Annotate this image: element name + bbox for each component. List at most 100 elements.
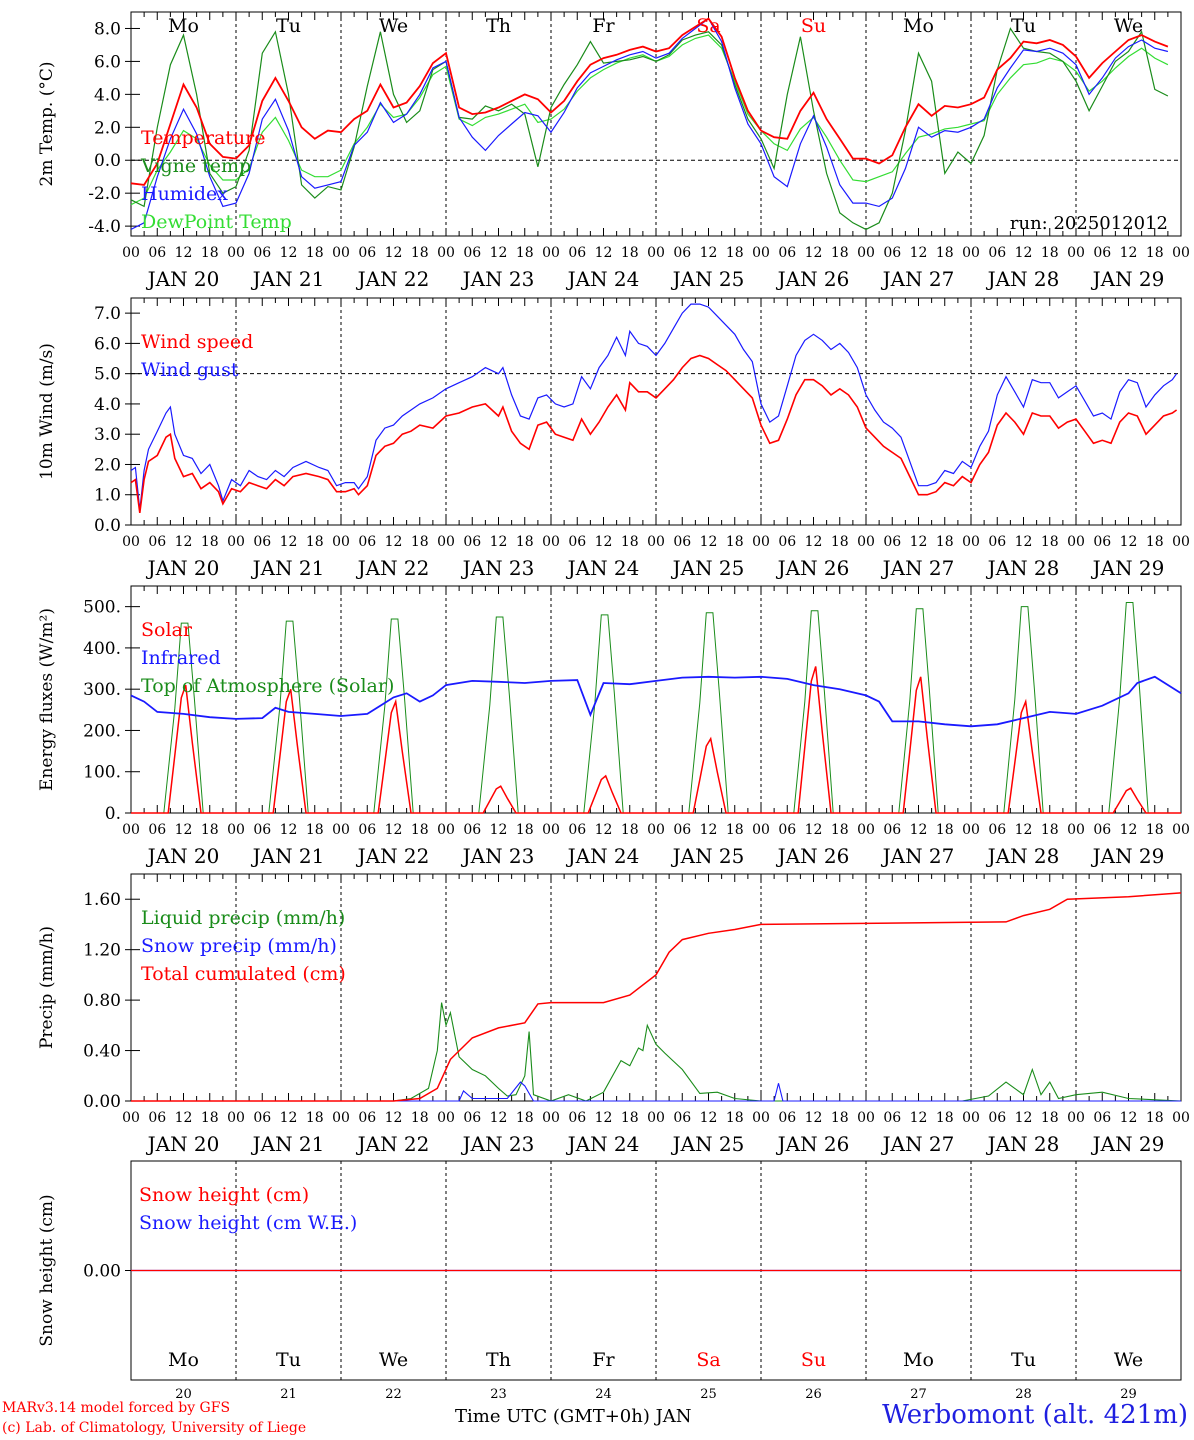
date-label: JAN 27	[881, 1132, 955, 1156]
hour-label: 06	[568, 245, 586, 261]
hour-label: 18	[201, 245, 219, 261]
x-axis-title: Time UTC (GMT+0h) JAN	[455, 1406, 692, 1427]
y-tick-label: 8.0	[94, 19, 121, 39]
date-label: JAN 24	[566, 556, 640, 580]
hour-label: 12	[910, 1110, 928, 1126]
day-number: 22	[385, 1387, 402, 1400]
hour-label: 00	[1172, 245, 1190, 261]
hour-label: 06	[1093, 822, 1111, 838]
date-label: JAN 29	[1091, 267, 1165, 291]
hour-label: 18	[1146, 1110, 1164, 1126]
hour-label: 00	[227, 245, 245, 261]
hour-label: 06	[148, 534, 166, 550]
legend-label: Snow height (cm W.E.)	[139, 1212, 357, 1234]
lab-credit: (c) Lab. of Climatology, University of L…	[2, 1420, 307, 1436]
date-label: JAN 20	[146, 556, 220, 580]
hour-label: 18	[306, 534, 324, 550]
hour-label: 12	[1120, 534, 1138, 550]
y-tick-label: 5.0	[94, 365, 121, 385]
hour-label: 18	[306, 245, 324, 261]
hour-label: 00	[647, 1110, 665, 1126]
hour-label: 00	[857, 245, 875, 261]
hour-label: 12	[595, 822, 613, 838]
series-humidex	[130, 17, 1169, 230]
hour-label: 06	[253, 1110, 271, 1126]
day-number: 27	[910, 1387, 927, 1400]
hour-label: 18	[936, 1110, 954, 1126]
date-label: JAN 29	[1091, 1132, 1165, 1156]
y-axis-label: Energy fluxes (W/m²)	[37, 608, 57, 791]
hour-label: 00	[122, 1110, 140, 1126]
hour-label: 06	[673, 822, 691, 838]
date-label: JAN 23	[461, 844, 535, 868]
hour-label: 00	[437, 534, 455, 550]
hour-label: 06	[358, 245, 376, 261]
day-number: 29	[1120, 1387, 1137, 1400]
day-number: 28	[1015, 1387, 1032, 1400]
hour-label: 00	[227, 822, 245, 838]
y-tick-label: 1.20	[83, 941, 121, 961]
hour-label: 06	[883, 245, 901, 261]
day-name-top: Fr	[592, 15, 615, 37]
hour-label: 18	[936, 822, 954, 838]
hour-label: 18	[621, 822, 639, 838]
hour-label: 18	[831, 1110, 849, 1126]
series-liquid-precip	[131, 1002, 1182, 1102]
hour-label: 12	[1015, 1110, 1033, 1126]
hour-label: 12	[700, 245, 718, 261]
hour-label: 18	[831, 245, 849, 261]
y-tick-label: 6.0	[94, 52, 121, 72]
y-tick-label: 1.0	[94, 486, 121, 506]
hour-label: 18	[411, 534, 429, 550]
hour-label: 00	[1067, 245, 1085, 261]
date-label: JAN 22	[356, 844, 430, 868]
hour-label: 18	[621, 245, 639, 261]
panel-frame	[130, 11, 1182, 237]
hour-label: 18	[936, 534, 954, 550]
hour-label: 00	[437, 245, 455, 261]
date-label: JAN 21	[251, 844, 325, 868]
legend-label: Snow precip (mm/h)	[141, 935, 337, 957]
hour-label: 06	[883, 1110, 901, 1126]
hour-label: 12	[805, 534, 823, 550]
day-number: 24	[595, 1387, 612, 1400]
hour-label: 18	[936, 245, 954, 261]
day-name-top: Th	[486, 15, 511, 37]
hour-label: 18	[411, 245, 429, 261]
y-axis-label: Precip (mm/h)	[37, 926, 57, 1049]
hour-label: 18	[726, 245, 744, 261]
legend-label: Snow height (cm)	[139, 1184, 309, 1206]
hour-label: 00	[752, 1110, 770, 1126]
hour-label: 12	[700, 1110, 718, 1126]
hour-label: 12	[280, 534, 298, 550]
hour-label: 12	[490, 534, 508, 550]
hour-label: 06	[358, 534, 376, 550]
hour-label: 00	[752, 245, 770, 261]
y-tick-label: 0.0	[94, 516, 121, 536]
hour-label: 00	[647, 534, 665, 550]
y-tick-label: 0.00	[83, 1092, 121, 1112]
hour-label: 18	[1041, 534, 1059, 550]
y-tick-label: 6.0	[94, 334, 121, 354]
date-label: JAN 25	[671, 844, 745, 868]
hour-label: 06	[463, 534, 481, 550]
series-snow-precip	[131, 1081, 1181, 1102]
series-vigne-temp	[130, 27, 1169, 231]
hour-label: 18	[201, 822, 219, 838]
legend-label: Infrared	[141, 647, 221, 669]
hour-label: 06	[778, 1110, 796, 1126]
date-label: JAN 25	[671, 1132, 745, 1156]
hour-label: 12	[175, 1110, 193, 1126]
hour-label: 00	[332, 245, 350, 261]
day-name-top: We	[1114, 15, 1143, 37]
hour-label: 00	[1067, 822, 1085, 838]
hour-label: 18	[1041, 245, 1059, 261]
hour-label: 18	[621, 534, 639, 550]
hour-label: 18	[726, 1110, 744, 1126]
hour-label: 18	[201, 1110, 219, 1126]
hour-label: 12	[1120, 245, 1138, 261]
date-label: JAN 20	[146, 267, 220, 291]
hour-label: 00	[1172, 1110, 1190, 1126]
day-name-top: Sa	[696, 15, 720, 37]
hour-label: 06	[778, 822, 796, 838]
